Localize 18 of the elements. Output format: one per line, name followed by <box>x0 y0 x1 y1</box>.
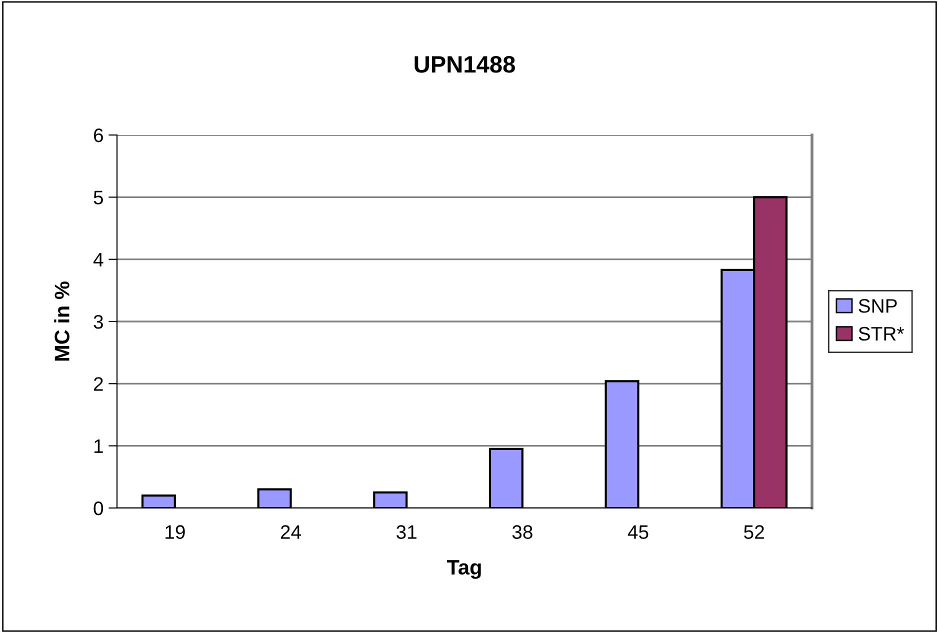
x-axis-title: Tag <box>446 560 481 579</box>
chart-title: UPN1488 <box>414 56 515 73</box>
legend-label: SNP <box>858 299 897 313</box>
y-tick-label: 5 <box>94 190 103 204</box>
y-axis-title: MC in % <box>54 282 70 361</box>
x-tick-label: 19 <box>166 525 185 539</box>
y-tick-label: 2 <box>94 377 103 391</box>
y-tick-label: 6 <box>94 128 103 142</box>
x-tick-label: 38 <box>512 525 532 539</box>
y-tick-label: 1 <box>94 440 103 453</box>
y-tick-label: 0 <box>94 501 104 516</box>
x-tick-label: 45 <box>628 525 648 539</box>
x-tick-label: 24 <box>280 525 301 539</box>
legend-label: STR* <box>858 326 904 341</box>
y-tick-label: 4 <box>93 253 104 266</box>
x-tick-label: 31 <box>396 525 416 539</box>
x-tick-label: 52 <box>744 525 764 539</box>
y-tick-label: 3 <box>94 314 103 329</box>
